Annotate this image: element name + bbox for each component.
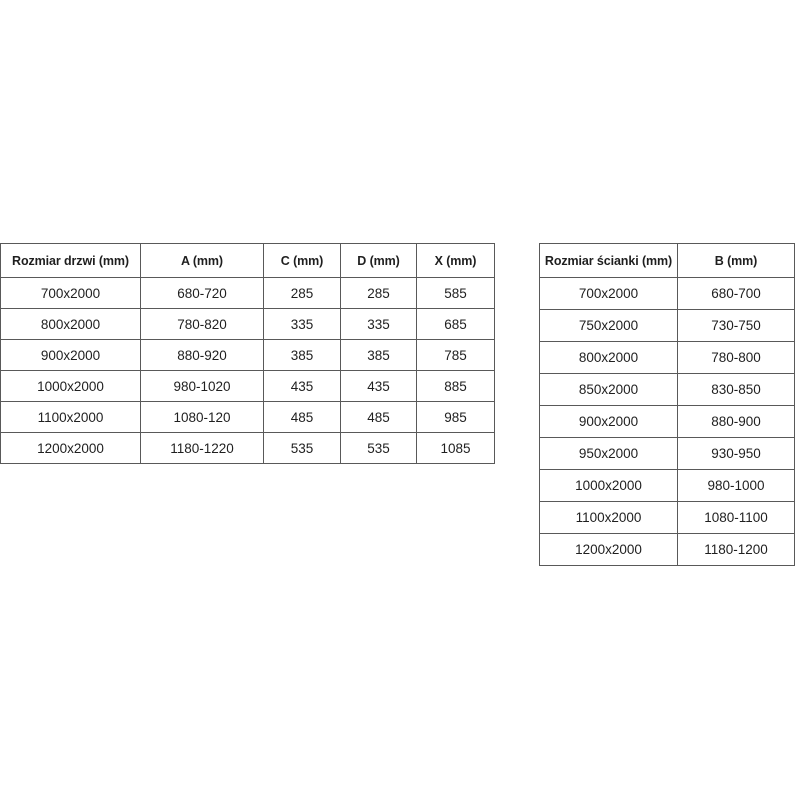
table-cell: 1000x2000 [539, 469, 678, 502]
table-cell: 485 [340, 401, 417, 433]
wall-sizes-table: Rozmiar ścianki (mm) B (mm) 700x2000 680-70… [539, 243, 795, 566]
table-cell: 1200x2000 [539, 533, 678, 566]
table-cell: 700x2000 [539, 277, 678, 310]
table-row: 1000x2000 980-1020 435 435 885 [0, 370, 495, 402]
table-row: 750x2000 730-750 [539, 309, 795, 342]
table-row: 1000x2000 980-1000 [539, 469, 795, 502]
header-row: Rozmiar ścianki (mm) B (mm) [539, 243, 795, 278]
table-cell: 535 [263, 432, 341, 464]
table-cell: 1085 [416, 432, 495, 464]
table-row: 1100x2000 1080-120 485 485 985 [0, 401, 495, 433]
table-cell: 780-820 [140, 308, 264, 340]
table-row: 1100x2000 1080-1100 [539, 501, 795, 534]
table-cell: 980-1000 [677, 469, 795, 502]
table-row: 800x2000 780-820 335 335 685 [0, 308, 495, 340]
table-row: 1200x2000 1180-1200 [539, 533, 795, 566]
table-cell: 1100x2000 [0, 401, 141, 433]
table-cell: 335 [263, 308, 341, 340]
table-cell: 1200x2000 [0, 432, 141, 464]
column-header: Rozmiar ścianki (mm) [539, 243, 678, 278]
table-cell: 1000x2000 [0, 370, 141, 402]
column-header: X (mm) [416, 243, 495, 278]
table-cell: 680-720 [140, 277, 264, 309]
table-cell: 1100x2000 [539, 501, 678, 534]
table-cell: 900x2000 [539, 405, 678, 438]
table-row: 850x2000 830-850 [539, 373, 795, 406]
column-header: B (mm) [677, 243, 795, 278]
table-cell: 800x2000 [0, 308, 141, 340]
table-cell: 750x2000 [539, 309, 678, 342]
table-cell: 780-800 [677, 341, 795, 374]
table-row: 1200x2000 1180-1220 535 535 1085 [0, 432, 495, 464]
table-cell: 700x2000 [0, 277, 141, 309]
table-row: 900x2000 880-900 [539, 405, 795, 438]
table-cell: 900x2000 [0, 339, 141, 371]
table-cell: 985 [416, 401, 495, 433]
table-row: 700x2000 680-720 285 285 585 [0, 277, 495, 309]
table-row: 950x2000 930-950 [539, 437, 795, 470]
table-cell: 880-920 [140, 339, 264, 371]
table-cell: 1080-1100 [677, 501, 795, 534]
table-cell: 285 [263, 277, 341, 309]
table-cell: 730-750 [677, 309, 795, 342]
table-cell: 980-1020 [140, 370, 264, 402]
table-cell: 850x2000 [539, 373, 678, 406]
table-cell: 1180-1200 [677, 533, 795, 566]
table-cell: 285 [340, 277, 417, 309]
table-cell: 435 [340, 370, 417, 402]
table-cell: 880-900 [677, 405, 795, 438]
table-cell: 335 [340, 308, 417, 340]
table-cell: 1080-120 [140, 401, 264, 433]
table-cell: 930-950 [677, 437, 795, 470]
table-row: 900x2000 880-920 385 385 785 [0, 339, 495, 371]
table-row: 800x2000 780-800 [539, 341, 795, 374]
table-cell: 785 [416, 339, 495, 371]
column-header: A (mm) [140, 243, 264, 278]
table-cell: 585 [416, 277, 495, 309]
table-cell: 680-700 [677, 277, 795, 310]
table-cell: 800x2000 [539, 341, 678, 374]
table-cell: 485 [263, 401, 341, 433]
table-cell: 385 [263, 339, 341, 371]
table-cell: 385 [340, 339, 417, 371]
table-cell: 1180-1220 [140, 432, 264, 464]
table-row: 700x2000 680-700 [539, 277, 795, 310]
column-header: C (mm) [263, 243, 341, 278]
table-cell: 435 [263, 370, 341, 402]
column-header: Rozmiar drzwi (mm) [0, 243, 141, 278]
header-row: Rozmiar drzwi (mm) A (mm) C (mm) D (mm) X (m… [0, 243, 495, 278]
table-cell: 685 [416, 308, 495, 340]
column-header: D (mm) [340, 243, 417, 278]
table-cell: 535 [340, 432, 417, 464]
table-cell: 950x2000 [539, 437, 678, 470]
table-cell: 830-850 [677, 373, 795, 406]
table-cell: 885 [416, 370, 495, 402]
door-sizes-table: Rozmiar drzwi (mm) A (mm) C (mm) D (mm) X (m… [0, 243, 495, 464]
